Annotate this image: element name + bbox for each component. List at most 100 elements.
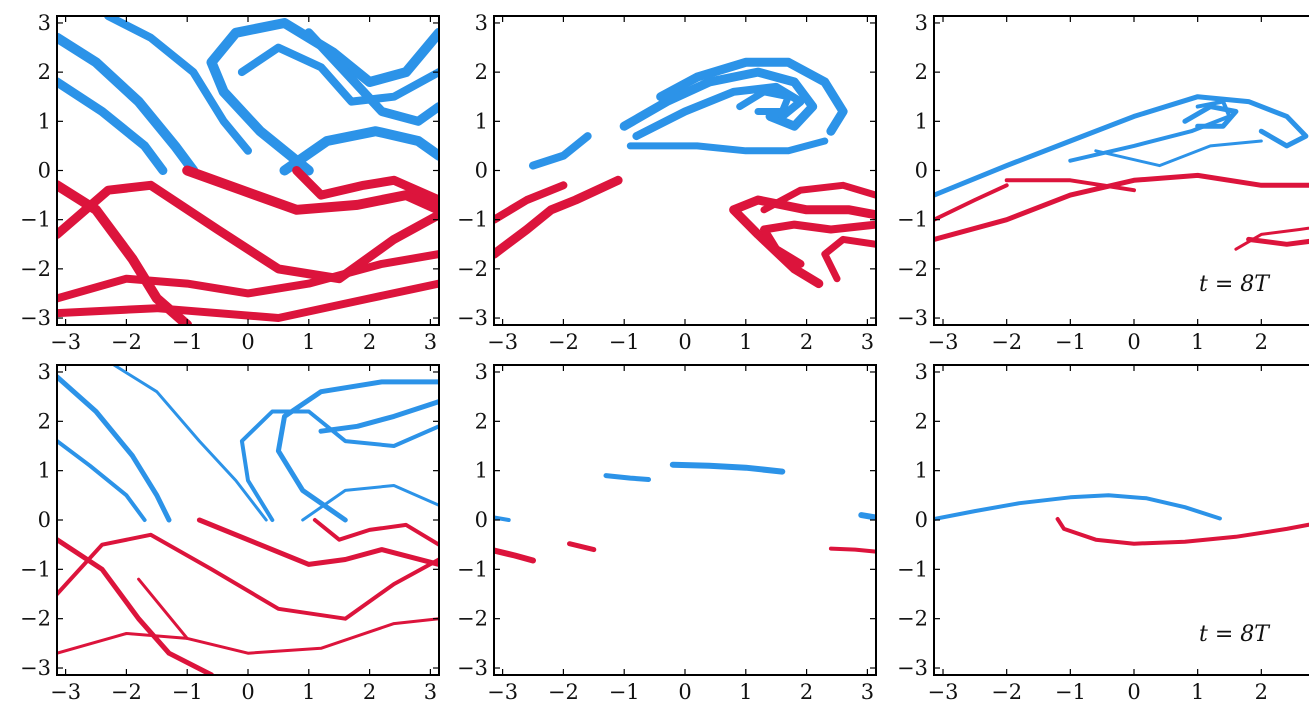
y-tick-label: −3 <box>457 656 488 680</box>
y-tick-label: 3 <box>475 11 488 35</box>
x-tick-label: −1 <box>609 680 640 704</box>
x-tick-label: 2 <box>800 680 813 704</box>
x-tick-label: −2 <box>548 680 579 704</box>
series-red-curve-3 <box>1234 226 1309 251</box>
y-tick-label: 1 <box>38 459 51 483</box>
series-blue-curve-6 <box>301 484 439 522</box>
x-tick-label: 0 <box>678 330 691 354</box>
series-blue-curve-7 <box>279 126 439 176</box>
x-tick-label: −1 <box>1055 330 1086 354</box>
series-blue-curve-1 <box>57 32 199 176</box>
series-red-curve-2 <box>57 180 439 284</box>
series-blue-curve-4 <box>656 57 848 136</box>
x-tick-label: 3 <box>861 330 874 354</box>
series-red-curve-4 <box>182 165 439 215</box>
plot-area <box>494 57 876 289</box>
series-red-curve-5 <box>292 166 439 205</box>
series-blue-curve-1 <box>934 493 1222 521</box>
y-tick-label: 3 <box>915 11 928 35</box>
series-red-curve-6 <box>821 235 876 283</box>
y-tick-label: −2 <box>20 607 51 631</box>
series-blue-curve-3 <box>104 16 252 155</box>
plot-area <box>934 493 1309 546</box>
panel-5: −3 −2 −1 0 1 2 3 3 2 1 0 −1 −2 −3 <box>457 360 877 704</box>
series-blue-curve-5 <box>304 28 439 126</box>
y-tick-label: 3 <box>915 360 928 384</box>
series-blue-curve-1 <box>619 67 818 131</box>
y-tick-label: −2 <box>897 607 928 631</box>
plot-area <box>494 461 876 564</box>
y-tick-label: 2 <box>38 60 51 84</box>
y-tick-label: 1 <box>475 459 488 483</box>
plot-area <box>57 365 439 675</box>
series-red-curve-6 <box>57 279 439 322</box>
y-tick-label: 1 <box>915 459 928 483</box>
plot-area <box>57 16 439 325</box>
y-tick-label: −3 <box>20 306 51 330</box>
x-tick-label: 2 <box>363 680 376 704</box>
series-blue-curve-1 <box>934 94 1309 198</box>
series-blue-curve-2 <box>57 77 168 175</box>
series-blue-curve-3 <box>112 365 268 522</box>
series-red-curve-3 <box>57 617 439 655</box>
x-tick-label: −1 <box>172 330 203 354</box>
series-red-curve-5 <box>312 518 439 547</box>
y-tick-label: 2 <box>38 409 51 433</box>
series-red-curve-2 <box>934 183 1009 222</box>
series-blue-curve-4 <box>275 379 439 523</box>
y-tick-label: 0 <box>915 508 928 532</box>
series-blue-curve-6 <box>237 43 439 106</box>
series-red-curve-4 <box>1246 236 1309 247</box>
x-tick-label: −2 <box>111 680 142 704</box>
y-tick-label: −2 <box>457 607 488 631</box>
y-tick-label: 1 <box>38 109 51 133</box>
x-tick-label: 3 <box>861 680 874 704</box>
y-tick-label: −1 <box>897 557 928 581</box>
y-tick-label: 2 <box>915 409 928 433</box>
series-red-curve-3 <box>57 250 439 303</box>
x-tick-label: 0 <box>1127 330 1140 354</box>
x-tick-label: 1 <box>302 330 315 354</box>
y-tick-label: −3 <box>457 306 488 330</box>
y-tick-label: −2 <box>897 257 928 281</box>
series-red-curve-1 <box>57 537 214 675</box>
y-tick-label: −1 <box>457 208 488 232</box>
panel-4: −3 −2 −1 0 1 2 3 3 2 1 0 −1 −2 −3 <box>20 360 440 704</box>
x-tick-label: 1 <box>739 330 752 354</box>
y-tick-label: 0 <box>38 159 51 183</box>
x-tick-label: 0 <box>241 330 254 354</box>
y-tick-label: −3 <box>897 306 928 330</box>
y-tick-label: 1 <box>475 109 488 133</box>
x-tick-label: 0 <box>241 680 254 704</box>
series-blue-curve-2 <box>632 82 805 141</box>
x-tick-label: −2 <box>991 680 1022 704</box>
y-tick-label: 3 <box>38 360 51 384</box>
series-blue-curve-1 <box>57 374 172 523</box>
series-blue-curve-3 <box>494 515 511 522</box>
series-red-curve-6 <box>137 577 189 640</box>
x-tick-label: 2 <box>1255 330 1268 354</box>
series-blue-curve-5 <box>239 409 439 522</box>
panel-1: −3 −2 −1 0 1 2 3 3 2 1 0 −1 −2 −3 <box>20 11 440 354</box>
series-blue-curve-7 <box>318 399 439 434</box>
x-tick-label: −3 <box>50 330 81 354</box>
series-red-curve-4 <box>729 195 876 289</box>
x-tick-label: 1 <box>302 680 315 704</box>
series-blue-curve-3 <box>626 137 829 155</box>
series-blue-curve-3 <box>1094 139 1263 168</box>
x-tick-label: 3 <box>424 330 437 354</box>
series-blue-curve-4 <box>1182 104 1239 129</box>
series-blue-curve-6 <box>736 88 792 115</box>
x-tick-label: −3 <box>50 680 81 704</box>
x-tick-label: −2 <box>548 330 579 354</box>
x-tick-label: −3 <box>928 330 959 354</box>
series-blue-curve-4 <box>206 18 439 176</box>
series-red-curve-3 <box>760 181 876 214</box>
y-tick-label: −1 <box>20 208 51 232</box>
y-tick-label: −2 <box>20 257 51 281</box>
series-blue-curve-1 <box>669 461 786 475</box>
series-red-curve-1 <box>494 175 623 259</box>
time-annotation: t = 8T <box>1199 622 1271 647</box>
